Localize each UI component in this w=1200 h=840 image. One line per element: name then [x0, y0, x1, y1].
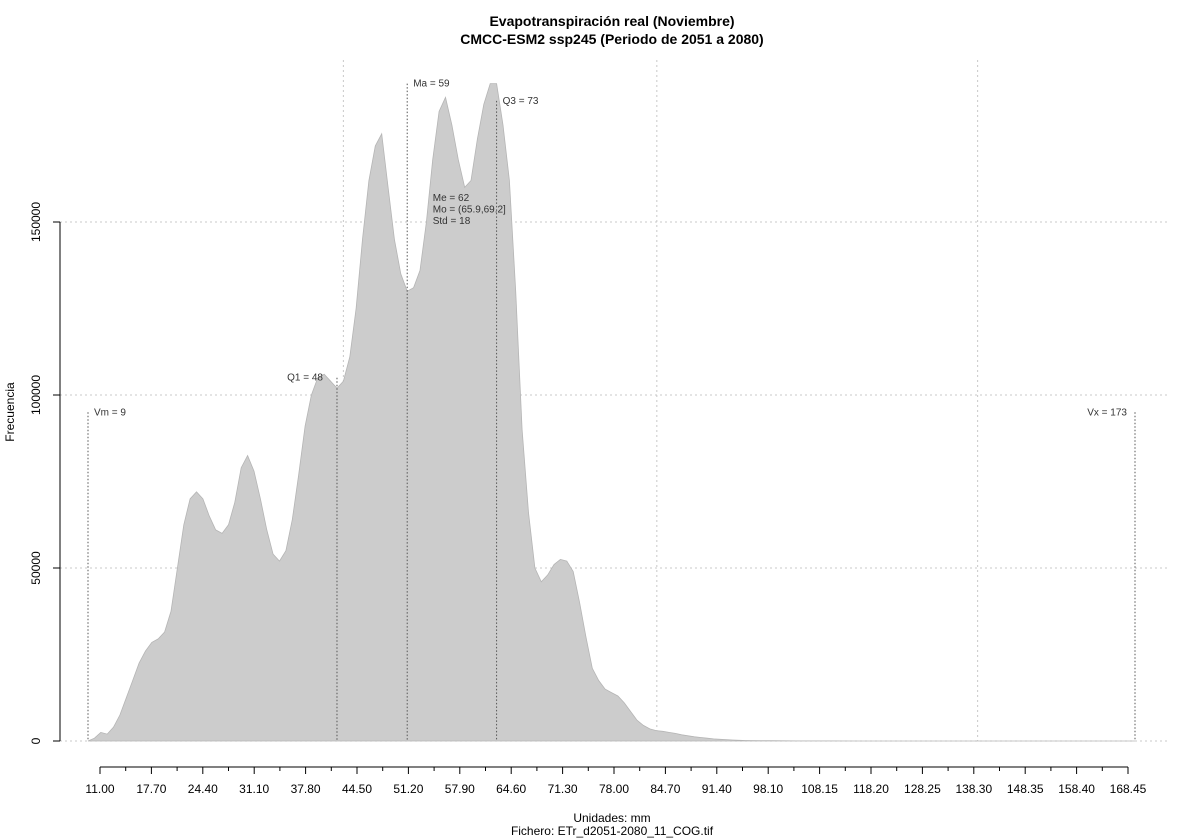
x-tick-label: 138.30: [955, 782, 992, 796]
y-axis-label: Frecuencia: [3, 382, 17, 442]
chart-subtitle: CMCC-ESM2 ssp245 (Periodo de 2051 a 2080…: [460, 31, 763, 47]
chart-caption: Fichero: ETr_d2051-2080_11_COG.tif: [511, 824, 714, 838]
x-tick-label: 128.25: [904, 782, 941, 796]
stat-label: Ma = 59: [413, 79, 450, 90]
x-tick-label: 44.50: [342, 782, 372, 796]
x-tick-label: 84.70: [650, 782, 680, 796]
y-tick-label: 100000: [29, 375, 43, 415]
x-tick-label: 37.80: [291, 782, 321, 796]
x-tick-label: 51.20: [393, 782, 423, 796]
x-tick-label: 64.60: [496, 782, 526, 796]
x-tick-label: 148.35: [1007, 782, 1044, 796]
density-area: [87, 83, 1135, 742]
stat-summary-label: Mo = (65.9,69.2]: [433, 205, 506, 216]
x-tick-label: 57.90: [445, 782, 475, 796]
stat-label: Vm = 9: [94, 407, 126, 418]
y-tick-label: 50000: [29, 551, 43, 585]
y-tick-label: 0: [29, 737, 43, 744]
stat-summary-label: Std = 18: [433, 216, 471, 227]
x-tick-label: 11.00: [85, 782, 114, 796]
chart-title: Evapotranspiración real (Noviembre): [489, 13, 734, 29]
annotations: Vm = 9 Q1 = 48 Ma = 59 Q3 = 73 Vx = 173 Me = …: [87, 79, 1136, 741]
x-tick-label: 17.70: [136, 782, 166, 796]
stat-summary-label: Me = 62: [433, 193, 470, 204]
y-tick-label: 150000: [29, 202, 43, 242]
x-tick-label: 118.20: [853, 782, 889, 796]
x-tick-label: 31.10: [239, 782, 269, 796]
x-tick-label: 108.15: [801, 782, 838, 796]
x-tick-label: 91.40: [702, 782, 732, 796]
density-area-path: [87, 83, 1135, 742]
x-tick-label: 158.40: [1058, 782, 1095, 796]
x-tick-label: 168.45: [1110, 782, 1147, 796]
y-axis: 0 50000 100000 150000: [29, 202, 61, 744]
x-tick-label: 98.10: [753, 782, 783, 796]
x-tick-label: 78.00: [599, 782, 629, 796]
x-axis-label: Unidades: mm: [573, 811, 650, 825]
stat-label: Q1 = 48: [287, 373, 323, 384]
x-tick-label: 71.30: [548, 782, 578, 796]
stat-label: Q3 = 73: [503, 96, 539, 107]
x-axis: 11.00 17.70 24.40 31.10 37.80 44.50 51.20 57.90…: [85, 766, 1147, 796]
x-tick-label: 24.40: [188, 782, 218, 796]
stat-label: Vx = 173: [1087, 407, 1127, 418]
